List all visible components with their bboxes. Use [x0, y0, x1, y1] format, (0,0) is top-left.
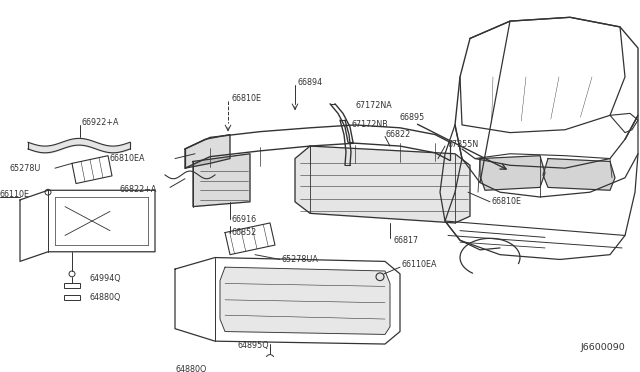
Text: 65278U: 65278U: [10, 164, 42, 173]
Text: 67172NB: 67172NB: [352, 121, 388, 129]
Polygon shape: [543, 158, 615, 190]
Text: 66895: 66895: [400, 113, 425, 122]
Text: 66852: 66852: [232, 228, 257, 237]
Text: 64880Q: 64880Q: [90, 294, 122, 302]
Polygon shape: [185, 135, 230, 168]
Polygon shape: [193, 154, 250, 206]
Text: 66810EA: 66810EA: [110, 154, 145, 163]
Text: 66817: 66817: [393, 236, 418, 245]
Text: 67172NA: 67172NA: [355, 101, 392, 110]
Bar: [260, 362, 280, 366]
Text: 65278UA: 65278UA: [282, 255, 319, 264]
Text: 64895Q: 64895Q: [237, 341, 269, 350]
Text: 66810E: 66810E: [492, 197, 522, 206]
Text: 67355N: 67355N: [447, 140, 478, 149]
Text: 66894: 66894: [298, 78, 323, 87]
Text: 64880Q: 64880Q: [175, 365, 206, 372]
Text: 64994Q: 64994Q: [90, 274, 122, 283]
Text: 66916: 66916: [232, 215, 257, 224]
Text: 66822: 66822: [386, 130, 412, 139]
Polygon shape: [295, 146, 470, 223]
Bar: [64, 295, 80, 300]
Text: J6600090: J6600090: [580, 343, 625, 352]
Text: 66922+A: 66922+A: [82, 118, 120, 126]
Polygon shape: [220, 267, 390, 334]
Text: 66822+A: 66822+A: [120, 185, 157, 194]
Polygon shape: [480, 155, 545, 190]
Bar: [64, 283, 80, 288]
Text: 66110E: 66110E: [0, 190, 30, 199]
Text: 66810E: 66810E: [232, 93, 262, 103]
Text: 66110EA: 66110EA: [402, 260, 438, 269]
